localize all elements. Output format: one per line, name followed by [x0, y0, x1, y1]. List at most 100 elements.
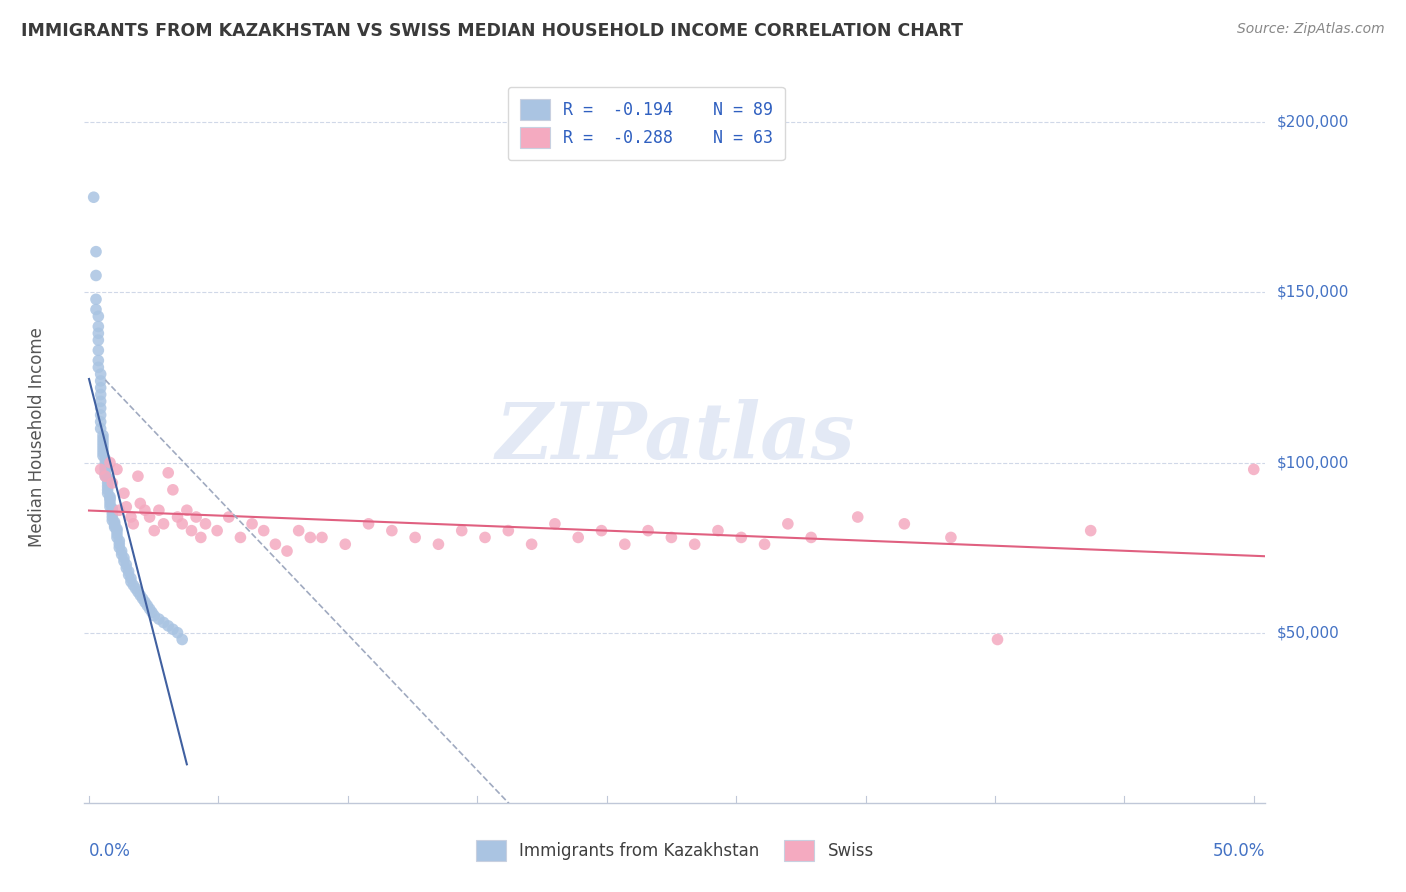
Point	[427, 537, 450, 551]
Point	[104, 515, 127, 529]
Point	[474, 531, 496, 545]
Point	[120, 510, 142, 524]
Point	[148, 503, 170, 517]
Point	[1243, 462, 1265, 476]
Point	[152, 615, 174, 630]
Point	[112, 550, 135, 565]
Point	[105, 531, 128, 545]
Point	[104, 516, 127, 531]
Point	[94, 469, 117, 483]
Point	[97, 473, 120, 487]
Point	[84, 244, 107, 259]
Point	[229, 531, 252, 545]
Legend: Immigrants from Kazakhstan, Swiss: Immigrants from Kazakhstan, Swiss	[470, 833, 880, 868]
Point	[162, 483, 184, 497]
Point	[240, 516, 263, 531]
Point	[172, 516, 194, 531]
Point	[134, 503, 156, 517]
Point	[87, 333, 110, 347]
Point	[311, 531, 333, 545]
Point	[122, 578, 145, 592]
Point	[124, 582, 146, 596]
Point	[84, 293, 107, 307]
Point	[117, 567, 139, 582]
Point	[800, 531, 823, 545]
Point	[84, 268, 107, 283]
Point	[101, 513, 124, 527]
Point	[90, 401, 112, 416]
Point	[381, 524, 404, 538]
Point	[205, 524, 228, 538]
Point	[1080, 524, 1102, 538]
Point	[91, 439, 114, 453]
Point	[91, 428, 114, 442]
Point	[754, 537, 776, 551]
Point	[90, 415, 112, 429]
Point	[172, 632, 194, 647]
Point	[152, 516, 174, 531]
Point	[591, 524, 613, 538]
Point	[148, 612, 170, 626]
Point	[134, 595, 156, 609]
Point	[117, 565, 139, 579]
Point	[97, 486, 120, 500]
Text: $150,000: $150,000	[1277, 285, 1348, 300]
Point	[105, 522, 128, 536]
Point	[87, 353, 110, 368]
Point	[91, 449, 114, 463]
Point	[98, 493, 121, 508]
Point	[127, 585, 149, 599]
Point	[94, 466, 117, 480]
Point	[108, 503, 131, 517]
Point	[707, 524, 730, 538]
Point	[544, 516, 567, 531]
Point	[253, 524, 276, 538]
Point	[190, 531, 212, 545]
Point	[105, 462, 128, 476]
Point	[94, 460, 117, 475]
Point	[91, 442, 114, 456]
Point	[98, 500, 121, 514]
Point	[141, 605, 163, 619]
Point	[108, 537, 131, 551]
Point	[97, 483, 120, 497]
Text: $50,000: $50,000	[1277, 625, 1340, 640]
Point	[91, 435, 114, 450]
Point	[90, 374, 112, 388]
Point	[683, 537, 706, 551]
Text: 0.0%: 0.0%	[89, 842, 131, 860]
Point	[115, 558, 138, 572]
Text: ZIPatlas: ZIPatlas	[495, 399, 855, 475]
Point	[101, 501, 124, 516]
Point	[90, 387, 112, 401]
Point	[218, 510, 240, 524]
Point	[162, 622, 184, 636]
Point	[90, 421, 112, 435]
Point	[276, 544, 298, 558]
Point	[94, 456, 117, 470]
Point	[98, 491, 121, 506]
Point	[893, 516, 915, 531]
Text: 50.0%: 50.0%	[1213, 842, 1265, 860]
Point	[115, 561, 138, 575]
Point	[143, 524, 166, 538]
Point	[83, 190, 105, 204]
Point	[84, 302, 107, 317]
Point	[122, 516, 145, 531]
Point	[138, 510, 160, 524]
Point	[112, 486, 135, 500]
Point	[176, 503, 198, 517]
Point	[846, 510, 869, 524]
Point	[498, 524, 520, 538]
Point	[94, 467, 117, 482]
Point	[97, 475, 120, 490]
Point	[157, 619, 180, 633]
Point	[101, 475, 124, 490]
Point	[87, 343, 110, 358]
Point	[101, 507, 124, 521]
Point	[90, 408, 112, 422]
Point	[520, 537, 543, 551]
Point	[94, 458, 117, 473]
Point	[637, 524, 659, 538]
Point	[180, 524, 202, 538]
